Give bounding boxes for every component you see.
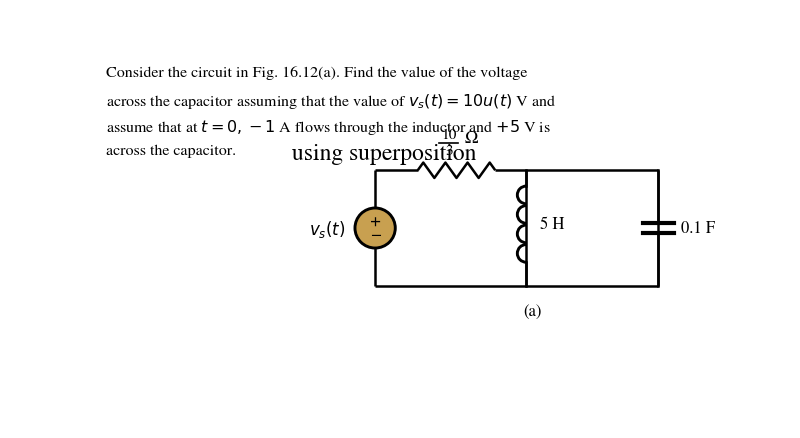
Circle shape <box>355 208 395 248</box>
Text: (a): (a) <box>523 303 542 319</box>
Text: −: − <box>370 229 381 242</box>
Text: using superposition: using superposition <box>292 143 477 165</box>
Text: 3: 3 <box>445 145 453 158</box>
Text: 5 H: 5 H <box>540 217 565 233</box>
Text: 10: 10 <box>441 128 457 141</box>
Text: assume that at $t = 0, -1$ A flows through the inductor and $+5$ V is: assume that at $t = 0, -1$ A flows throu… <box>106 118 551 137</box>
Text: 0.1 F: 0.1 F <box>682 220 715 237</box>
Text: across the capacitor assuming that the value of $v_{s}(t) = 10u(t)$ V and: across the capacitor assuming that the v… <box>106 92 556 111</box>
Text: across the capacitor.: across the capacitor. <box>106 144 236 157</box>
Text: $v_s(t)$: $v_s(t)$ <box>309 218 346 239</box>
Text: Ω: Ω <box>464 131 478 147</box>
Text: +: + <box>370 215 381 228</box>
Text: Consider the circuit in Fig. 16.12(a). Find the value of the voltage: Consider the circuit in Fig. 16.12(a). F… <box>106 66 527 79</box>
